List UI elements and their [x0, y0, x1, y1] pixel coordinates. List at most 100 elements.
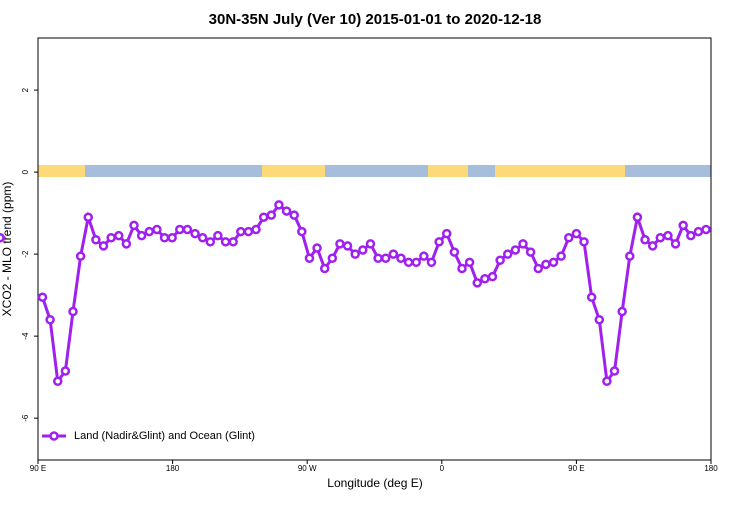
data-point: [129, 220, 139, 231]
x-tick-label: 90 W: [298, 464, 317, 473]
data-point: [182, 224, 193, 235]
data-point: [304, 253, 315, 263]
data-point: [655, 232, 666, 243]
data-point: [480, 273, 490, 284]
data-point: [236, 226, 246, 237]
data-point: [243, 226, 254, 237]
data-point: [75, 251, 86, 261]
data-point: [441, 228, 452, 239]
data-point: [258, 212, 269, 222]
data-point: [114, 230, 124, 241]
data-point: [98, 241, 109, 251]
data-point: [686, 230, 696, 241]
data-point: [556, 251, 566, 261]
data-point: [228, 237, 238, 247]
data-point: [525, 247, 536, 257]
data-point: [449, 247, 460, 257]
data-point: [647, 241, 658, 251]
data-point: [91, 235, 101, 245]
y-tick-label: -2: [21, 250, 30, 258]
data-point: [152, 224, 162, 235]
data-point: [380, 253, 391, 263]
data-point: [350, 249, 360, 259]
data-point: [213, 230, 223, 241]
data-point: [548, 257, 559, 268]
land-band: [495, 165, 625, 177]
y-tick-label: 2: [21, 87, 30, 92]
data-point: [197, 232, 208, 243]
data-point: [190, 228, 200, 239]
data-point: [411, 257, 421, 268]
data-point: [358, 245, 368, 255]
y-axis-label: XCO2 - MLO trend (ppm): [0, 182, 14, 317]
x-tick-label: 90 E: [568, 464, 584, 473]
land-band: [38, 165, 85, 177]
data-point: [167, 232, 177, 243]
legend-label: Land (Nadir&Glint) and Ocean (Glint): [74, 430, 255, 442]
x-axis-label: Longitude (deg E): [327, 476, 422, 490]
data-point: [205, 237, 216, 247]
data-point: [518, 239, 528, 249]
data-point: [701, 224, 711, 235]
data-point: [83, 212, 94, 222]
data-point: [266, 210, 277, 220]
data-point: [327, 253, 338, 263]
y-tick-label: -6: [21, 414, 30, 422]
data-point: [678, 220, 688, 231]
data-point: [159, 232, 170, 243]
chart-title: 30N-35N July (Ver 10) 2015-01-01 to 2020…: [209, 11, 542, 28]
data-point: [342, 241, 353, 251]
data-point: [602, 376, 612, 387]
x-tick-label: 90 E: [30, 464, 46, 473]
data-point: [403, 257, 414, 268]
data-point: [617, 306, 627, 317]
land-band: [428, 165, 468, 177]
data-point: [571, 228, 582, 239]
data-point: [495, 255, 505, 266]
data-point: [670, 239, 681, 249]
data-point: [335, 239, 345, 249]
x-tick-label: 180: [704, 464, 718, 473]
data-point: [640, 235, 650, 245]
data-point: [60, 366, 71, 376]
data-point: [388, 249, 399, 259]
legend-marker: [49, 431, 59, 441]
data-point: [297, 226, 307, 237]
data-point: [419, 251, 429, 261]
data-point: [510, 245, 521, 255]
data-point: [121, 239, 132, 249]
data-point: [45, 314, 55, 325]
data-point: [533, 263, 544, 274]
data-point: [144, 226, 155, 237]
data-point: [289, 210, 299, 220]
data-point: [434, 237, 444, 247]
data-point: [274, 200, 284, 210]
data-point: [136, 230, 147, 241]
data-point: [457, 263, 467, 274]
data-point: [0, 232, 5, 243]
data-point: [541, 259, 551, 270]
data-point: [106, 232, 116, 243]
data-point: [426, 257, 437, 268]
data-point: [373, 253, 383, 263]
data-point: [312, 243, 322, 253]
data-point: [594, 314, 605, 325]
y-tick-label: 0: [21, 169, 30, 174]
data-point: [251, 224, 261, 235]
data-point: [487, 271, 498, 282]
data-point: [396, 253, 406, 263]
x-tick-label: 180: [166, 464, 180, 473]
land-ocean-strip: [38, 165, 711, 177]
data-point: [564, 232, 574, 243]
data-point: [632, 212, 643, 222]
land-band: [262, 165, 325, 177]
data-point: [586, 292, 597, 302]
data-point: [220, 237, 231, 247]
data-point: [365, 239, 376, 249]
x-tick-label: 0: [440, 464, 445, 473]
data-point: [472, 278, 482, 288]
data-point: [281, 206, 292, 216]
data-point: [464, 257, 475, 268]
data-point: [37, 292, 48, 302]
